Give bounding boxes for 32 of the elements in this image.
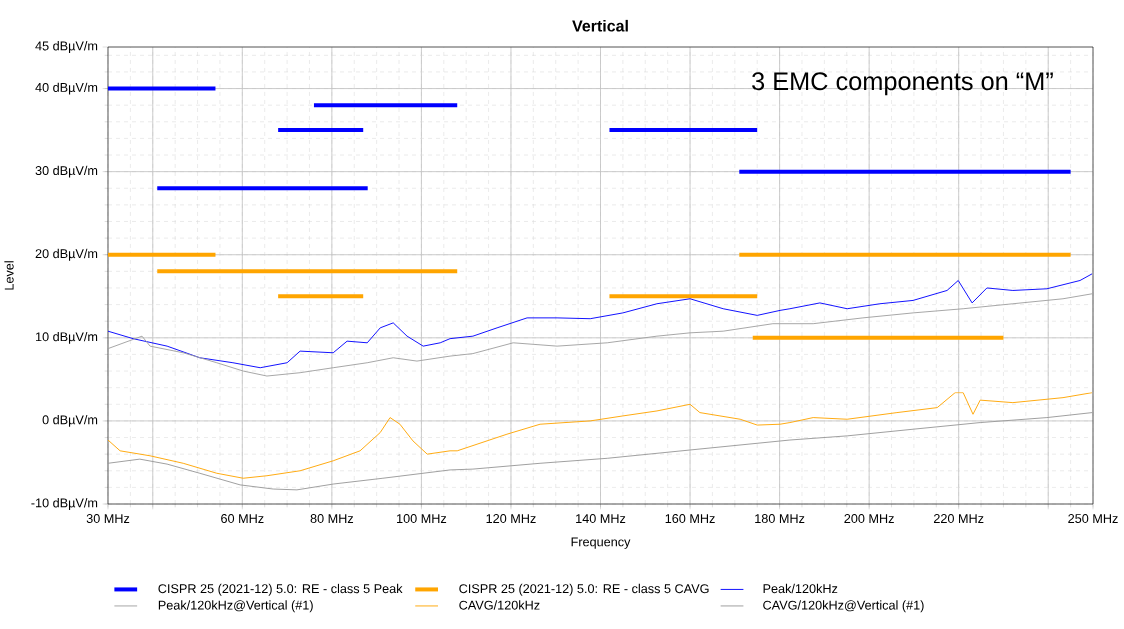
line-series — [108, 392, 1093, 479]
y-tick-label: 10 dBµV/m — [36, 331, 98, 344]
x-tick-label: 160 MHz — [665, 514, 715, 524]
y-tick-label: 30 dBµV/m — [35, 165, 98, 178]
x-tick-label: 250 MHz — [1068, 514, 1118, 524]
line-series — [108, 293, 1093, 377]
line-series — [108, 412, 1093, 491]
annotation: 3 EMC components on “M” — [752, 72, 1053, 96]
x-tick-label: 200 MHz — [844, 514, 894, 524]
y-tick-label: 20 dBµV/m — [35, 248, 98, 261]
legend-label: CISPR 25 (2021-12) 5.0: RE - class 5 Peak — [158, 583, 403, 596]
y-tick-label: 0 dBµV/m — [42, 415, 98, 427]
x-tick-label: 140 MHz — [576, 514, 626, 524]
y-tick-label: -10 dBµV/m — [31, 498, 98, 510]
y-tick-label: 40 dBµV/m — [35, 82, 98, 95]
x-tick-label: 220 MHz — [933, 514, 984, 524]
y-tick-label: 45 dBµV/m — [35, 41, 98, 53]
x-tick-label: 120 MHz — [486, 514, 536, 524]
x-tick-label: 60 MHz — [221, 514, 264, 524]
x-tick-label: 80 MHz — [310, 514, 354, 524]
legend-label: CAVG/120kHz — [459, 600, 540, 610]
legend-label: CISPR 25 (2021-12) 5.0: RE - class 5 CAVG — [459, 583, 709, 596]
x-tick-label: 30 MHz — [86, 514, 130, 524]
chart-title: Vertical — [572, 19, 628, 32]
x-axis-title: Frequency — [571, 537, 631, 549]
legend-label: Peak/120kHz — [763, 583, 838, 594]
y-axis-title: Level — [4, 261, 14, 290]
x-tick-label: 100 MHz — [397, 514, 447, 524]
x-tick-label: 180 MHz — [755, 514, 805, 524]
line-series — [108, 273, 1093, 369]
legend-label: Peak/120kHz@Vertical (#1) — [158, 600, 313, 613]
legend-label: CAVG/120kHz@Vertical (#1) — [763, 600, 924, 613]
